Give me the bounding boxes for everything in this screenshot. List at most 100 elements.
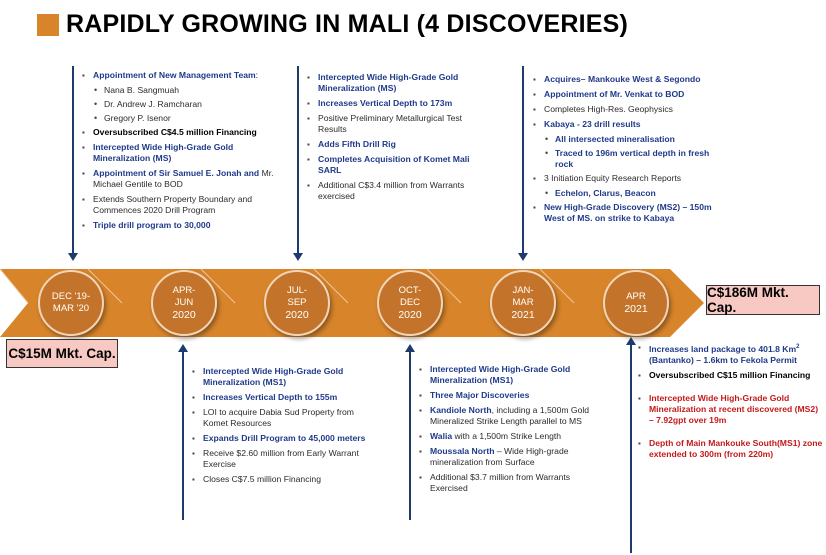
- list-item: Completes Acquisition of Komet Mali SARL: [307, 154, 492, 176]
- list-item: Intercepted Wide High-Grade Gold Mineral…: [307, 72, 492, 94]
- item-text: with a 1,500m Strike Length: [452, 431, 562, 441]
- node-label: SEP: [287, 297, 307, 308]
- arrow-down-icon: [68, 253, 78, 261]
- item-text: Increases Vertical Depth to 155m: [203, 392, 338, 402]
- connector-line-bottom-3: [630, 345, 632, 553]
- arrow-down-icon: [518, 253, 528, 261]
- list-item: Triple drill program to 30,000: [82, 220, 287, 231]
- item-text: Adds Fifth Drill Rig: [318, 139, 396, 149]
- list-item: Traced to 196m vertical depth in fresh r…: [533, 148, 723, 170]
- connector-line-top-3: [522, 66, 524, 254]
- item-text: Moussala North: [430, 446, 495, 456]
- page-title: RAPIDLY GROWING IN MALI (4 DISCOVERIES): [66, 10, 629, 38]
- list-item: Moussala North – Wide High-grade mineral…: [419, 446, 609, 468]
- item-text: Kandiole North: [430, 405, 492, 415]
- item-text: Walia: [430, 431, 453, 441]
- node-label: JAN-: [512, 285, 534, 296]
- list-item: Additional $3.7 million from Warrants Ex…: [419, 472, 609, 494]
- list-item: Intercepted Wide High-Grade Gold Mineral…: [638, 393, 824, 426]
- market-cap-start-box: C$15M Mkt. Cap.: [6, 339, 118, 368]
- list-item: Oversubscribed C$4.5 million Financing: [82, 127, 287, 138]
- connector-line-top-2: [297, 66, 299, 254]
- milestones-dec19-mar20: Appointment of New Management Team: Nana…: [82, 70, 287, 235]
- item-text: Completes Acquisition of Komet Mali SARL: [318, 154, 470, 175]
- item-text: Traced to 196m vertical depth in fresh r…: [555, 148, 710, 169]
- list-item: Increases land package to 401.8 Km2 (Ban…: [638, 342, 824, 366]
- node-label: JUN: [174, 297, 194, 308]
- item-text: Intercepted Wide High-Grade Gold Mineral…: [203, 366, 344, 387]
- connector-line-top-1: [72, 66, 74, 254]
- list-item: Increases Vertical Depth to 155m: [192, 392, 372, 403]
- list-item: Appointment of Sir Samuel E. Jonah and M…: [82, 168, 287, 190]
- timeline-node-jul-sep-2020: JUL- SEP 2020: [264, 270, 330, 336]
- node-year: 2021: [511, 309, 535, 321]
- list-item: Echelon, Clarus, Beacon: [533, 188, 723, 199]
- item-text: Intercepted Wide High-Grade Gold Mineral…: [430, 364, 571, 385]
- list-item: Completes High-Res. Geophysics: [533, 104, 723, 115]
- list-item: LOI to acquire Dabia Sud Property from K…: [192, 407, 372, 429]
- item-text: Acquires– Mankouke West & Segondo: [544, 74, 701, 84]
- list-item: Receive $2.60 million from Early Warrant…: [192, 448, 372, 470]
- list-item: Additional C$3.4 million from Warrants e…: [307, 180, 492, 202]
- node-label: APR: [626, 291, 646, 302]
- node-year: 2021: [624, 303, 648, 315]
- item-text: Depth of Main Mankouke South(MS1) zone e…: [649, 437, 823, 459]
- milestones-apr-jun-2020: Intercepted Wide High-Grade Gold Mineral…: [192, 366, 372, 489]
- item-text: Expands Drill Program to 45,000 meters: [203, 433, 366, 443]
- arrow-down-icon: [293, 253, 303, 261]
- item-text: Increases land package to 401.8 Km: [649, 343, 797, 354]
- node-label: JUL-: [286, 285, 308, 296]
- list-item: Closes C$7.5 million Financing: [192, 474, 372, 485]
- milestones-oct-dec-2020: Intercepted Wide High-Grade Gold Mineral…: [419, 364, 609, 498]
- list-item: Appointment of New Management Team:: [82, 70, 287, 81]
- timeline-node-dec19-mar20: DEC '19- MAR '20: [38, 270, 104, 336]
- connector-line-bottom-1: [182, 352, 184, 520]
- milestones-apr-2021: Increases land package to 401.8 Km2 (Ban…: [638, 342, 824, 464]
- item-text: 2: [796, 344, 800, 350]
- node-label: DEC: [399, 297, 421, 308]
- item-text: Intercepted Wide High-Grade Gold Mineral…: [93, 142, 234, 163]
- list-item: Nana B. Sangmuah: [82, 85, 287, 96]
- item-text: – Wide High-grade mineralization from Su…: [430, 446, 569, 467]
- timeline-node-apr-2021: APR 2021: [603, 270, 669, 336]
- item-text: :: [255, 70, 259, 80]
- list-item: Gregory P. Isenor: [82, 113, 287, 124]
- item-text: Intercepted Wide High-Grade Gold Mineral…: [649, 392, 819, 425]
- list-item: Kandiole North, including a 1,500m Gold …: [419, 405, 609, 427]
- item-text: Oversubscribed C$15 million Financing: [649, 369, 811, 380]
- node-label: MAR '20: [52, 303, 90, 314]
- list-item: Walia with a 1,500m Strike Length: [419, 431, 609, 442]
- arrow-up-icon: [405, 344, 415, 352]
- item-text: Kabaya - 23 drill results: [544, 119, 641, 129]
- list-item: Oversubscribed C$15 million Financing: [638, 370, 824, 381]
- list-item: Depth of Main Mankouke South(MS1) zone e…: [638, 438, 824, 460]
- title-accent-square: [37, 14, 59, 36]
- item-text: All intersected mineralisation: [555, 134, 675, 144]
- node-label: DEC '19-: [51, 291, 91, 302]
- item-text: , including a 1,500m Gold Mineralized St…: [430, 405, 590, 426]
- list-item: Positive Preliminary Metallurgical Test …: [307, 113, 492, 135]
- milestones-jan-mar-2021: Acquires– Mankouke West & Segondo Appoin…: [533, 74, 723, 228]
- list-item: Intercepted Wide High-Grade Gold Mineral…: [419, 364, 609, 386]
- list-item: Extends Southern Property Boundary and C…: [82, 194, 287, 216]
- item-text: Increases Vertical Depth to 173m: [318, 98, 453, 108]
- item-text: Appointment of Mr. Venkat to BOD: [544, 89, 685, 99]
- list-item: All intersected mineralisation: [533, 134, 723, 145]
- list-item: Increases Vertical Depth to 173m: [307, 98, 492, 109]
- item-text: (Bantanko) – 1.6km to Fekola Permit: [649, 354, 798, 365]
- arrow-up-icon: [178, 344, 188, 352]
- timeline-node-jan-mar-2021: JAN- MAR 2021: [490, 270, 556, 336]
- milestones-jul-sep-2020: Intercepted Wide High-Grade Gold Mineral…: [307, 72, 492, 206]
- node-year: 2020: [398, 309, 422, 321]
- connector-line-bottom-2: [409, 352, 411, 520]
- market-cap-end-box: C$186M Mkt. Cap.: [706, 285, 820, 315]
- arrow-up-icon: [626, 337, 636, 345]
- item-text: Echelon, Clarus, Beacon: [555, 188, 656, 198]
- list-item: Intercepted Wide High-Grade Gold Mineral…: [82, 142, 287, 164]
- timeline-node-apr-jun-2020: APR- JUN 2020: [151, 270, 217, 336]
- node-label: OCT-: [398, 285, 422, 296]
- item-text: Appointment of New Management Team: [93, 70, 256, 80]
- node-label: MAR: [512, 297, 534, 308]
- list-item: Acquires– Mankouke West & Segondo: [533, 74, 723, 85]
- list-item: 3 Initiation Equity Research Reports: [533, 173, 723, 184]
